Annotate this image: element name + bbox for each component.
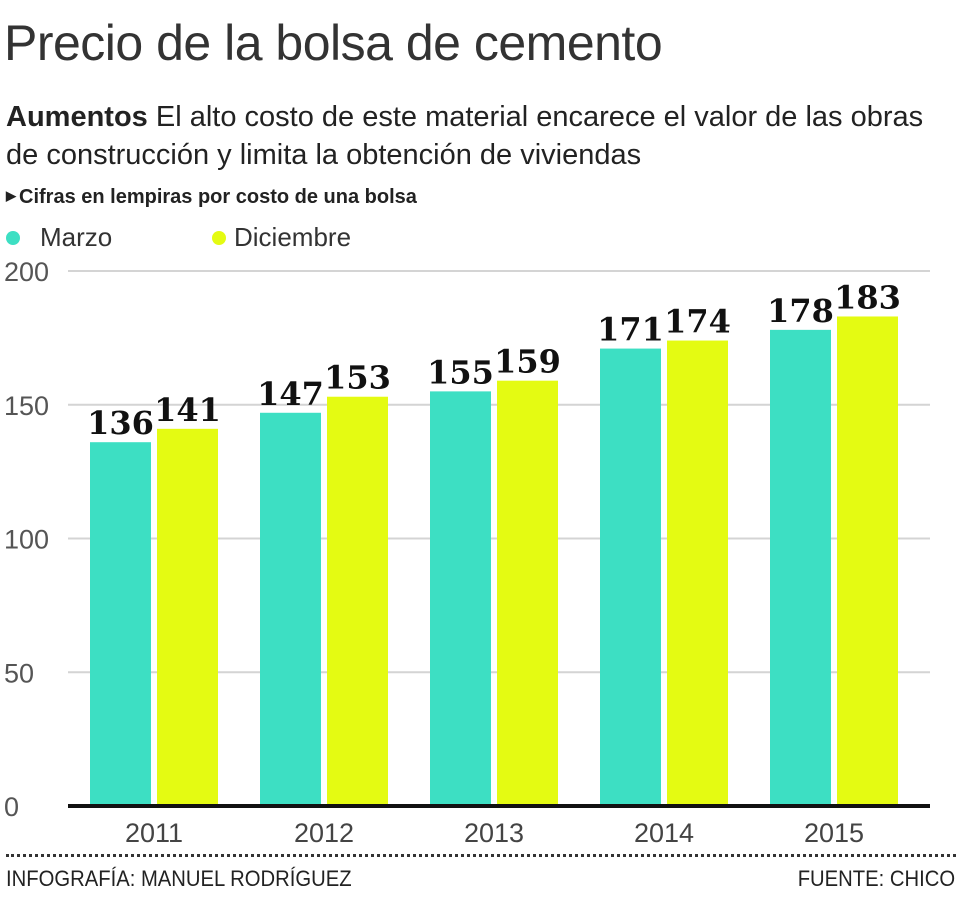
- x-tick-label: 2013: [464, 818, 524, 848]
- legend-dot-icon: [6, 230, 20, 245]
- bar-diciembre-2012: [327, 396, 388, 806]
- y-tick-label: 150: [4, 391, 49, 421]
- x-tick-label: 2011: [125, 818, 183, 848]
- data-label: 155: [427, 353, 494, 391]
- bar-diciembre-2013: [497, 380, 558, 806]
- footer-divider: [6, 854, 956, 857]
- bar-diciembre-2014: [667, 340, 728, 806]
- bar-marzo-2011: [90, 442, 151, 806]
- x-tick-label: 2015: [804, 818, 864, 848]
- y-tick-label: 0: [4, 792, 19, 822]
- subtitle-lead: Aumentos: [6, 101, 148, 133]
- data-label: 136: [87, 404, 154, 442]
- bar-diciembre-2015: [837, 316, 898, 806]
- data-label: 159: [494, 343, 561, 381]
- units-note: ▶ Cifras en lempiras por costo de una bol…: [6, 186, 417, 209]
- data-label: 153: [324, 359, 391, 397]
- bar-diciembre-2011: [157, 428, 218, 806]
- bar-marzo-2015: [770, 329, 831, 806]
- legend-dot-icon: [212, 230, 226, 245]
- data-label: 174: [664, 303, 731, 341]
- legend-label: Marzo: [40, 222, 113, 252]
- data-label: 171: [597, 311, 664, 349]
- legend-item-diciembre: Diciembre: [212, 222, 351, 253]
- data-label: 183: [834, 278, 901, 316]
- y-tick-label: 100: [4, 525, 49, 555]
- chart-title: Precio de la bolsa de cemento: [4, 15, 663, 71]
- x-tick-label: 2012: [294, 818, 354, 848]
- credit-text: INFOGRAFÍA: MANUEL RODRÍGUEZ: [6, 866, 352, 891]
- legend-label: Diciembre: [234, 222, 352, 252]
- chart-subtitle: Aumentos El alto costo de este material …: [6, 98, 961, 174]
- units-note-text: Cifras en lempiras por costo de una bols…: [19, 186, 417, 208]
- triangle-bullet-icon: ▶: [6, 188, 16, 203]
- bar-chart: 0 50 100 150 200 136 141 2011 147 153 2012 155 159 20…: [4, 257, 930, 848]
- data-label: 147: [257, 375, 324, 413]
- legend-item-marzo: Marzo: [6, 222, 112, 253]
- y-tick-label: 50: [4, 658, 34, 688]
- source-text: FUENTE: CHICO: [797, 866, 955, 891]
- data-label: 141: [154, 391, 221, 429]
- bar-marzo-2012: [260, 412, 321, 806]
- x-tick-label: 2014: [634, 818, 694, 848]
- y-tick-label: 200: [4, 257, 49, 287]
- data-label: 178: [767, 292, 834, 330]
- bar-marzo-2013: [430, 391, 491, 806]
- bar-marzo-2014: [600, 348, 661, 806]
- subtitle-text: El alto costo de este material encarece …: [6, 101, 924, 171]
